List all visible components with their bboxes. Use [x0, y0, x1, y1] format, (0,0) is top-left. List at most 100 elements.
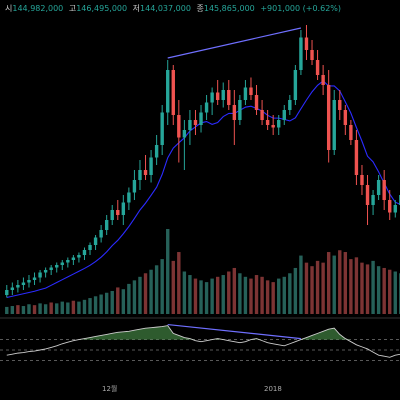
candle-body — [38, 272, 42, 278]
volume-bar — [354, 257, 359, 314]
candle-body — [121, 202, 126, 215]
candle-body — [332, 100, 336, 150]
volume-bar — [110, 290, 114, 314]
volume-bar — [71, 300, 76, 314]
volume-bar — [249, 278, 253, 314]
volume-bar — [49, 302, 53, 314]
volume-bar — [382, 267, 386, 314]
candle-body — [227, 90, 231, 105]
volume-bar — [82, 299, 87, 314]
candle-body — [132, 180, 137, 193]
volume-bar — [388, 269, 392, 314]
candle-body — [49, 267, 53, 270]
volume-bar — [238, 273, 242, 314]
volume-bar — [43, 304, 48, 314]
volume-bar — [393, 271, 397, 314]
volume-bar — [182, 271, 187, 314]
volume-bar — [277, 278, 281, 314]
volume-bar — [332, 255, 336, 314]
volume-bar — [376, 266, 381, 314]
candlesticks — [5, 25, 400, 298]
candle-body — [393, 205, 397, 213]
volume-bar — [310, 266, 314, 314]
oscillator-trendline — [167, 323, 301, 340]
volume-bar — [254, 275, 259, 314]
candle-body — [99, 230, 103, 238]
volume-bar — [104, 292, 109, 314]
volume-bar — [127, 283, 131, 314]
volume-bar — [243, 276, 248, 314]
candle-body — [32, 277, 37, 280]
oscillator-pane — [0, 323, 400, 361]
candle-body — [304, 37, 309, 50]
volume-bar — [21, 306, 26, 314]
candle-body — [182, 130, 187, 138]
candle-body — [288, 100, 292, 110]
volume-bar — [138, 276, 142, 314]
volume-bar — [293, 267, 298, 314]
candle-body — [376, 180, 381, 195]
candle-body — [238, 100, 242, 120]
candle-body — [321, 75, 325, 85]
volume-bar — [166, 229, 170, 314]
candle-body — [299, 37, 303, 70]
candle-body — [215, 92, 220, 100]
close-label: 종 — [196, 4, 204, 13]
volume-bar — [360, 262, 364, 314]
volume-bar — [177, 252, 181, 314]
volume-bars — [5, 229, 400, 314]
candle-body — [149, 157, 153, 175]
volume-bar — [55, 303, 59, 314]
volume-bar — [365, 264, 370, 314]
candle-body — [388, 200, 392, 213]
volume-bar — [60, 301, 64, 314]
x-axis: 12월 2018 — [102, 384, 282, 393]
candle-body — [360, 175, 364, 185]
candle-body — [143, 170, 148, 175]
candle-body — [243, 87, 248, 100]
candle-body — [193, 120, 198, 125]
low-label: 저 — [132, 4, 141, 13]
volume-bar — [99, 294, 103, 314]
candle-body — [354, 140, 359, 175]
candle-body — [188, 120, 192, 130]
price-trendline — [167, 27, 302, 59]
volume-bar — [93, 296, 98, 314]
candle-body — [249, 87, 253, 95]
volume-bar — [349, 259, 353, 314]
candle-body — [349, 125, 353, 140]
candle-body — [88, 245, 92, 250]
volume-bar — [326, 252, 331, 314]
candle-body — [116, 210, 120, 215]
candle-body — [16, 285, 20, 288]
ohlc-readout: 시144,982,000 고146,495,000 저144,037,000 종… — [5, 3, 341, 15]
candle-body — [138, 170, 142, 180]
oscillator-overbought-fill — [6, 325, 400, 340]
volume-bar — [10, 306, 15, 314]
candle-body — [71, 257, 76, 260]
trendlines — [167, 27, 302, 59]
volume-bar — [371, 260, 375, 314]
candle-body — [382, 180, 386, 200]
candle-body — [110, 210, 114, 220]
volume-bar — [210, 278, 214, 314]
candle-body — [232, 105, 237, 120]
volume-bar — [5, 306, 9, 314]
candle-body — [265, 120, 270, 125]
volume-bar — [215, 276, 220, 314]
volume-bar — [132, 280, 137, 314]
candle-body — [93, 237, 98, 245]
candle-body — [277, 120, 281, 128]
candle-body — [204, 102, 209, 113]
volume-bar — [38, 303, 42, 314]
high-label: 고 — [68, 4, 77, 13]
candle-body — [199, 112, 203, 125]
volume-bar — [282, 276, 286, 314]
candle-body — [127, 192, 131, 203]
x-tick-label: 12월 — [102, 384, 117, 393]
candle-body — [166, 70, 170, 113]
candle-body — [27, 280, 31, 283]
moving-average — [6, 80, 400, 299]
volume-bar — [288, 273, 292, 314]
